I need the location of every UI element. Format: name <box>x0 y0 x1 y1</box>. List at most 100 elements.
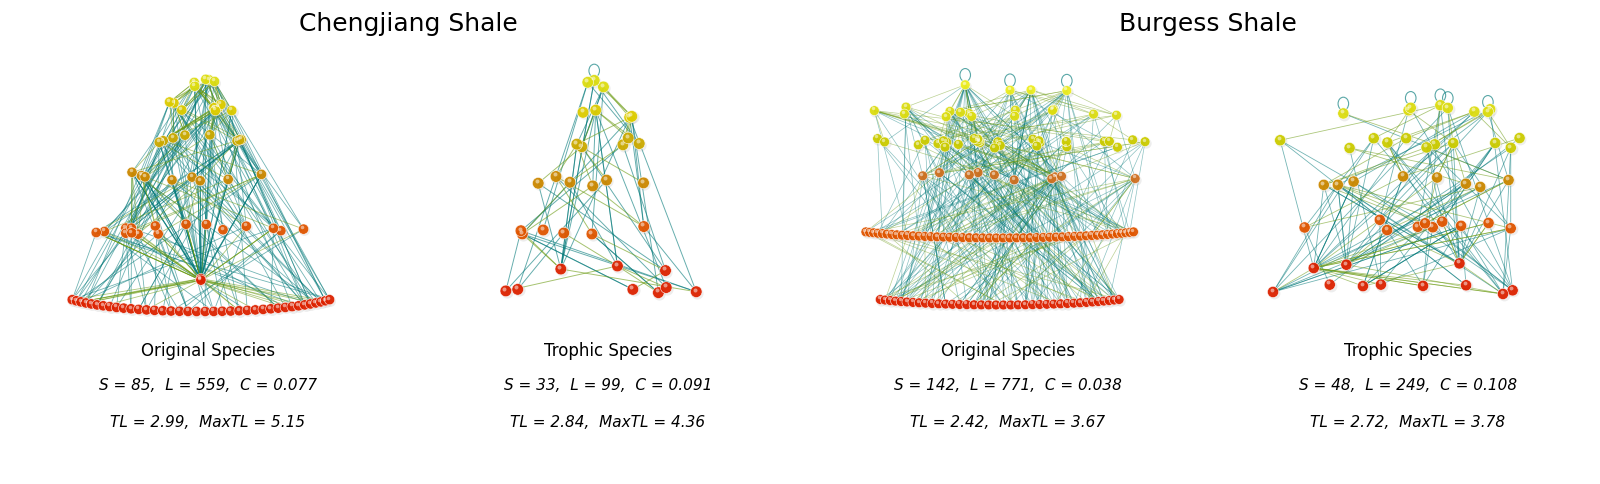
Point <box>1054 144 1080 151</box>
Point <box>158 175 184 182</box>
Point <box>1038 175 1064 183</box>
Point <box>1040 106 1066 114</box>
Point <box>1131 136 1157 144</box>
Point <box>1011 299 1037 307</box>
Point <box>963 136 989 144</box>
Point <box>869 228 894 236</box>
Point <box>899 230 925 238</box>
Point <box>931 142 957 150</box>
Point <box>934 139 960 147</box>
Point <box>1072 230 1098 238</box>
Point <box>1498 145 1523 152</box>
Point <box>234 223 259 230</box>
Point <box>1112 227 1138 235</box>
Point <box>1045 235 1070 242</box>
Point <box>157 99 182 106</box>
Point <box>1085 233 1110 241</box>
Point <box>1062 234 1088 242</box>
Point <box>870 294 896 302</box>
Point <box>309 300 334 307</box>
Point <box>654 268 680 276</box>
Point <box>235 308 261 316</box>
Point <box>1062 233 1088 241</box>
Point <box>186 175 211 183</box>
Point <box>1291 224 1317 232</box>
Point <box>968 232 994 240</box>
Point <box>1104 230 1130 238</box>
Point <box>893 296 918 304</box>
Point <box>208 305 234 313</box>
Point <box>176 308 202 316</box>
Point <box>949 232 974 240</box>
Point <box>118 167 144 175</box>
Point <box>141 304 166 312</box>
Point <box>925 298 950 306</box>
Point <box>1424 174 1450 182</box>
Point <box>69 299 94 306</box>
Point <box>171 219 197 227</box>
Point <box>1429 103 1454 111</box>
Point <box>1021 137 1046 145</box>
Point <box>589 82 614 90</box>
Point <box>906 142 931 150</box>
Point <box>61 297 86 305</box>
Point <box>1019 88 1045 96</box>
Point <box>552 231 578 239</box>
Point <box>1042 231 1067 239</box>
Point <box>80 302 106 309</box>
Point <box>995 232 1021 240</box>
Point <box>1107 297 1133 305</box>
Point <box>229 136 254 144</box>
Point <box>1069 301 1094 308</box>
Point <box>1086 299 1112 307</box>
Point <box>861 106 886 113</box>
Point <box>1453 282 1478 289</box>
Point <box>872 297 898 304</box>
Point <box>1496 178 1522 186</box>
Point <box>104 304 130 312</box>
Point <box>893 104 918 112</box>
Point <box>912 137 938 145</box>
Point <box>264 302 290 310</box>
Point <box>907 301 933 308</box>
Point <box>261 225 286 233</box>
Point <box>509 228 534 236</box>
Point <box>995 85 1021 93</box>
Point <box>158 133 184 140</box>
Point <box>1003 114 1029 122</box>
Point <box>976 302 1002 310</box>
Point <box>62 295 88 303</box>
Point <box>1090 231 1115 239</box>
Point <box>579 182 605 190</box>
Point <box>142 223 168 230</box>
Point <box>558 180 584 188</box>
Point <box>930 231 955 239</box>
Point <box>1102 298 1128 305</box>
Point <box>962 136 987 143</box>
Point <box>299 302 325 309</box>
Point <box>1042 302 1067 309</box>
Point <box>194 309 219 317</box>
Text: Trophic Species: Trophic Species <box>544 341 672 359</box>
Point <box>1074 299 1099 307</box>
Point <box>1005 302 1030 309</box>
Point <box>1078 230 1104 238</box>
Point <box>955 302 981 310</box>
Point <box>890 232 915 240</box>
Point <box>1078 232 1104 240</box>
Point <box>1022 232 1048 240</box>
Point <box>142 308 168 316</box>
Point <box>630 180 656 187</box>
Point <box>158 100 184 108</box>
Point <box>1426 175 1451 183</box>
Point <box>194 77 219 85</box>
Point <box>851 227 877 234</box>
Point <box>1362 135 1387 143</box>
Point <box>1474 217 1499 225</box>
Point <box>645 289 670 297</box>
Point <box>1397 108 1422 116</box>
Text: Chengjiang Shale: Chengjiang Shale <box>299 12 517 36</box>
Point <box>1299 262 1325 270</box>
Point <box>605 264 630 272</box>
Point <box>1024 136 1050 143</box>
